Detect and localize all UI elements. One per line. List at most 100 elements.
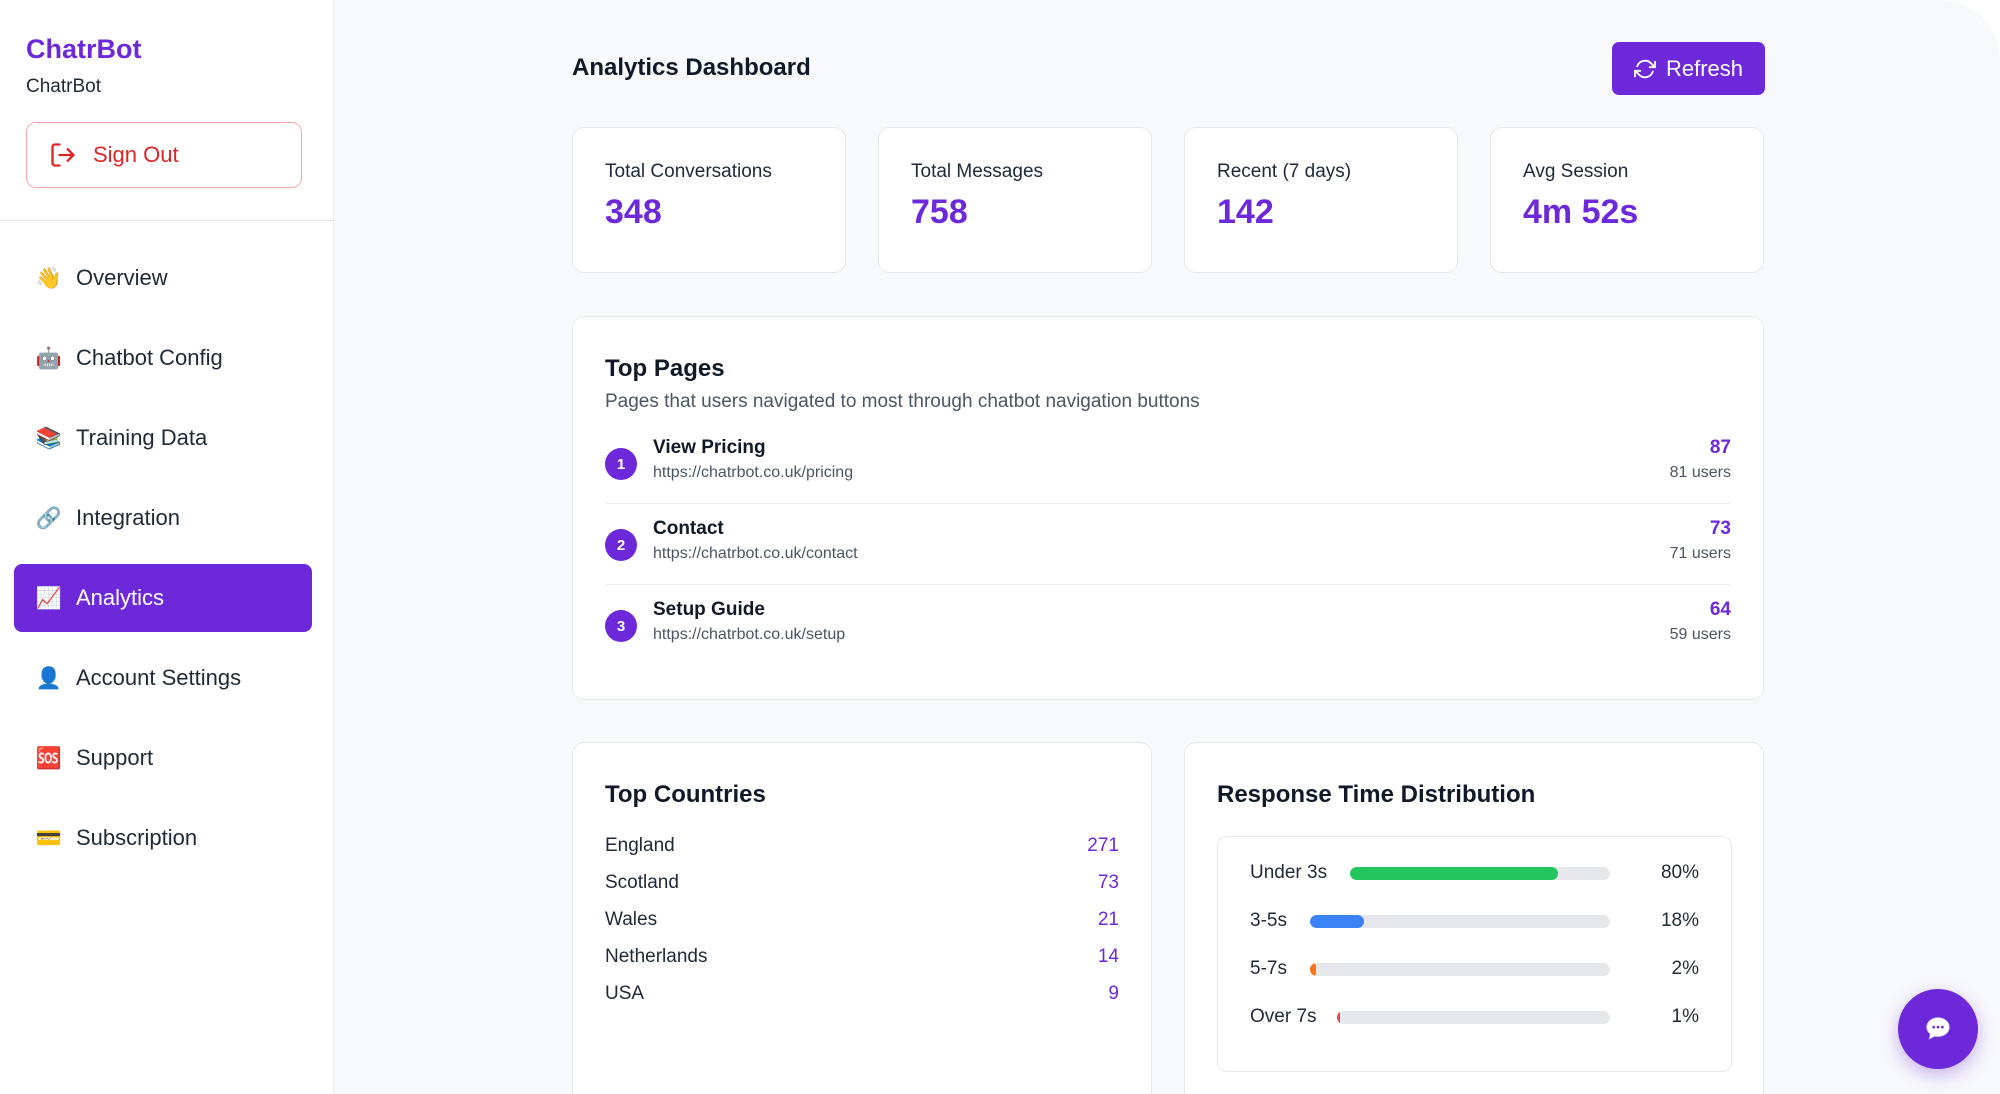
rt-label: Under 3s bbox=[1250, 862, 1328, 883]
stat-card-total-messages: Total Messages 758 bbox=[878, 127, 1152, 273]
response-time-title: Response Time Distribution bbox=[1217, 781, 1536, 808]
sidebar-item-chatbot-config[interactable]: 🤖 Chatbot Config bbox=[14, 324, 312, 392]
rt-track bbox=[1337, 1011, 1610, 1024]
page-url: https://chatrbot.co.uk/pricing bbox=[653, 464, 854, 481]
page-name: View Pricing bbox=[653, 437, 766, 458]
rt-label: 3-5s bbox=[1250, 910, 1287, 931]
rt-percent: 18% bbox=[1660, 910, 1699, 931]
sidebar-item-label: Training Data bbox=[76, 425, 208, 450]
rt-row: Over 7s 1% bbox=[1250, 1002, 1699, 1032]
wave-icon: 👋 bbox=[35, 265, 63, 290]
sidebar-item-label: Chatbot Config bbox=[76, 345, 223, 370]
page-users: 71 users bbox=[1669, 545, 1731, 562]
sidebar-item-analytics[interactable]: 📈 Analytics bbox=[14, 564, 312, 632]
sidebar-item-label: Account Settings bbox=[76, 665, 242, 690]
country-name: Scotland bbox=[605, 871, 679, 893]
rank-badge: 2 bbox=[605, 529, 637, 561]
refresh-button[interactable]: Refresh bbox=[1612, 42, 1765, 95]
country-row: Scotland 73 bbox=[605, 864, 1119, 901]
country-name: England bbox=[605, 834, 675, 856]
rt-row: 3-5s 18% bbox=[1250, 906, 1699, 936]
sign-out-label: Sign Out bbox=[93, 142, 179, 167]
sidebar-nav: 👋 Overview 🤖 Chatbot Config 📚 Training D… bbox=[14, 244, 312, 884]
sidebar-item-label: Subscription bbox=[76, 825, 198, 850]
top-pages-list: 1 View Pricing https://chatrbot.co.uk/pr… bbox=[605, 423, 1731, 666]
rt-fill bbox=[1337, 1011, 1340, 1024]
top-page-row[interactable]: 2 Contact https://chatrbot.co.uk/contact… bbox=[605, 504, 1731, 585]
rank-badge: 3 bbox=[605, 610, 637, 642]
top-page-row[interactable]: 3 Setup Guide https://chatrbot.co.uk/set… bbox=[605, 585, 1731, 666]
sidebar-item-label: Support bbox=[76, 745, 154, 770]
rt-percent: 1% bbox=[1671, 1006, 1699, 1027]
country-row: Wales 21 bbox=[605, 901, 1119, 938]
page-url: https://chatrbot.co.uk/contact bbox=[653, 545, 858, 562]
sign-out-icon bbox=[49, 141, 77, 169]
sidebar-item-subscription[interactable]: 💳 Subscription bbox=[14, 804, 312, 872]
sidebar-item-support[interactable]: 🆘 Support bbox=[14, 724, 312, 792]
stat-label: Avg Session bbox=[1523, 161, 1629, 182]
stat-value: 758 bbox=[911, 193, 968, 231]
page-count: 87 bbox=[1709, 437, 1731, 458]
top-countries-card: Top Countries England 271 Scotland 73 Wa… bbox=[572, 742, 1152, 1094]
sidebar: ChatrBot ChatrBot Sign Out 👋 Overview 🤖 … bbox=[0, 0, 334, 1094]
stat-value: 348 bbox=[605, 193, 662, 231]
stat-value: 142 bbox=[1217, 193, 1274, 231]
top-pages-card: Top Pages Pages that users navigated to … bbox=[572, 316, 1764, 700]
page-title: Analytics Dashboard bbox=[572, 54, 811, 81]
rt-label: 5-7s bbox=[1250, 958, 1287, 979]
chat-bubble-icon bbox=[1923, 1014, 1953, 1044]
refresh-icon bbox=[1633, 58, 1656, 80]
rt-fill bbox=[1350, 867, 1558, 880]
sidebar-item-integration[interactable]: 🔗 Integration bbox=[14, 484, 312, 552]
sidebar-item-account-settings[interactable]: 👤 Account Settings bbox=[14, 644, 312, 712]
stat-card-avg-session: Avg Session 4m 52s bbox=[1490, 127, 1764, 273]
country-value: 9 bbox=[1108, 982, 1119, 1004]
sidebar-item-overview[interactable]: 👋 Overview bbox=[14, 244, 312, 312]
chat-launcher-button[interactable] bbox=[1898, 989, 1978, 1069]
rt-row: 5-7s 2% bbox=[1250, 954, 1699, 984]
rt-fill bbox=[1310, 963, 1316, 976]
page-count: 73 bbox=[1709, 518, 1731, 539]
page-name: Setup Guide bbox=[653, 599, 765, 620]
user-icon: 👤 bbox=[35, 665, 63, 690]
books-icon: 📚 bbox=[35, 425, 63, 450]
country-value: 21 bbox=[1097, 908, 1119, 930]
page-users: 81 users bbox=[1669, 464, 1731, 481]
country-row: USA 9 bbox=[605, 975, 1119, 1012]
country-value: 271 bbox=[1087, 834, 1119, 856]
stat-label: Recent (7 days) bbox=[1217, 161, 1352, 182]
stat-label: Total Conversations bbox=[605, 161, 772, 182]
sidebar-item-training-data[interactable]: 📚 Training Data bbox=[14, 404, 312, 472]
credit-card-icon: 💳 bbox=[35, 825, 63, 850]
country-name: Wales bbox=[605, 908, 658, 930]
sidebar-item-label: Integration bbox=[76, 505, 180, 530]
sign-out-button[interactable]: Sign Out bbox=[26, 122, 302, 188]
rt-track bbox=[1350, 867, 1610, 880]
country-row: Netherlands 14 bbox=[605, 938, 1119, 975]
rt-percent: 2% bbox=[1671, 958, 1699, 979]
stat-card-total-conversations: Total Conversations 348 bbox=[572, 127, 846, 273]
sos-icon: 🆘 bbox=[35, 745, 63, 770]
rank-badge: 1 bbox=[605, 448, 637, 480]
refresh-label: Refresh bbox=[1665, 55, 1744, 81]
response-time-card: Response Time Distribution Under 3s 80% … bbox=[1184, 742, 1764, 1094]
top-countries-list: England 271 Scotland 73 Wales 21 Netherl… bbox=[605, 827, 1119, 1012]
country-name: Netherlands bbox=[605, 945, 708, 967]
sidebar-item-label: Analytics bbox=[76, 585, 165, 610]
chart-increasing-icon: 📈 bbox=[35, 585, 63, 610]
rt-track bbox=[1310, 963, 1610, 976]
response-time-box: Under 3s 80% 3-5s 18% 5-7s bbox=[1217, 836, 1732, 1072]
rt-track bbox=[1310, 915, 1610, 928]
country-value: 14 bbox=[1097, 945, 1119, 967]
brand-title: ChatrBot bbox=[26, 34, 142, 64]
rt-row: Under 3s 80% bbox=[1250, 858, 1699, 888]
rt-percent: 80% bbox=[1660, 862, 1699, 883]
stat-value: 4m 52s bbox=[1523, 193, 1639, 231]
sidebar-item-label: Overview bbox=[76, 265, 168, 290]
page-url: https://chatrbot.co.uk/setup bbox=[653, 626, 846, 643]
robot-icon: 🤖 bbox=[35, 345, 63, 370]
country-name: USA bbox=[605, 982, 645, 1004]
stat-card-recent: Recent (7 days) 142 bbox=[1184, 127, 1458, 273]
top-page-row[interactable]: 1 View Pricing https://chatrbot.co.uk/pr… bbox=[605, 423, 1731, 504]
